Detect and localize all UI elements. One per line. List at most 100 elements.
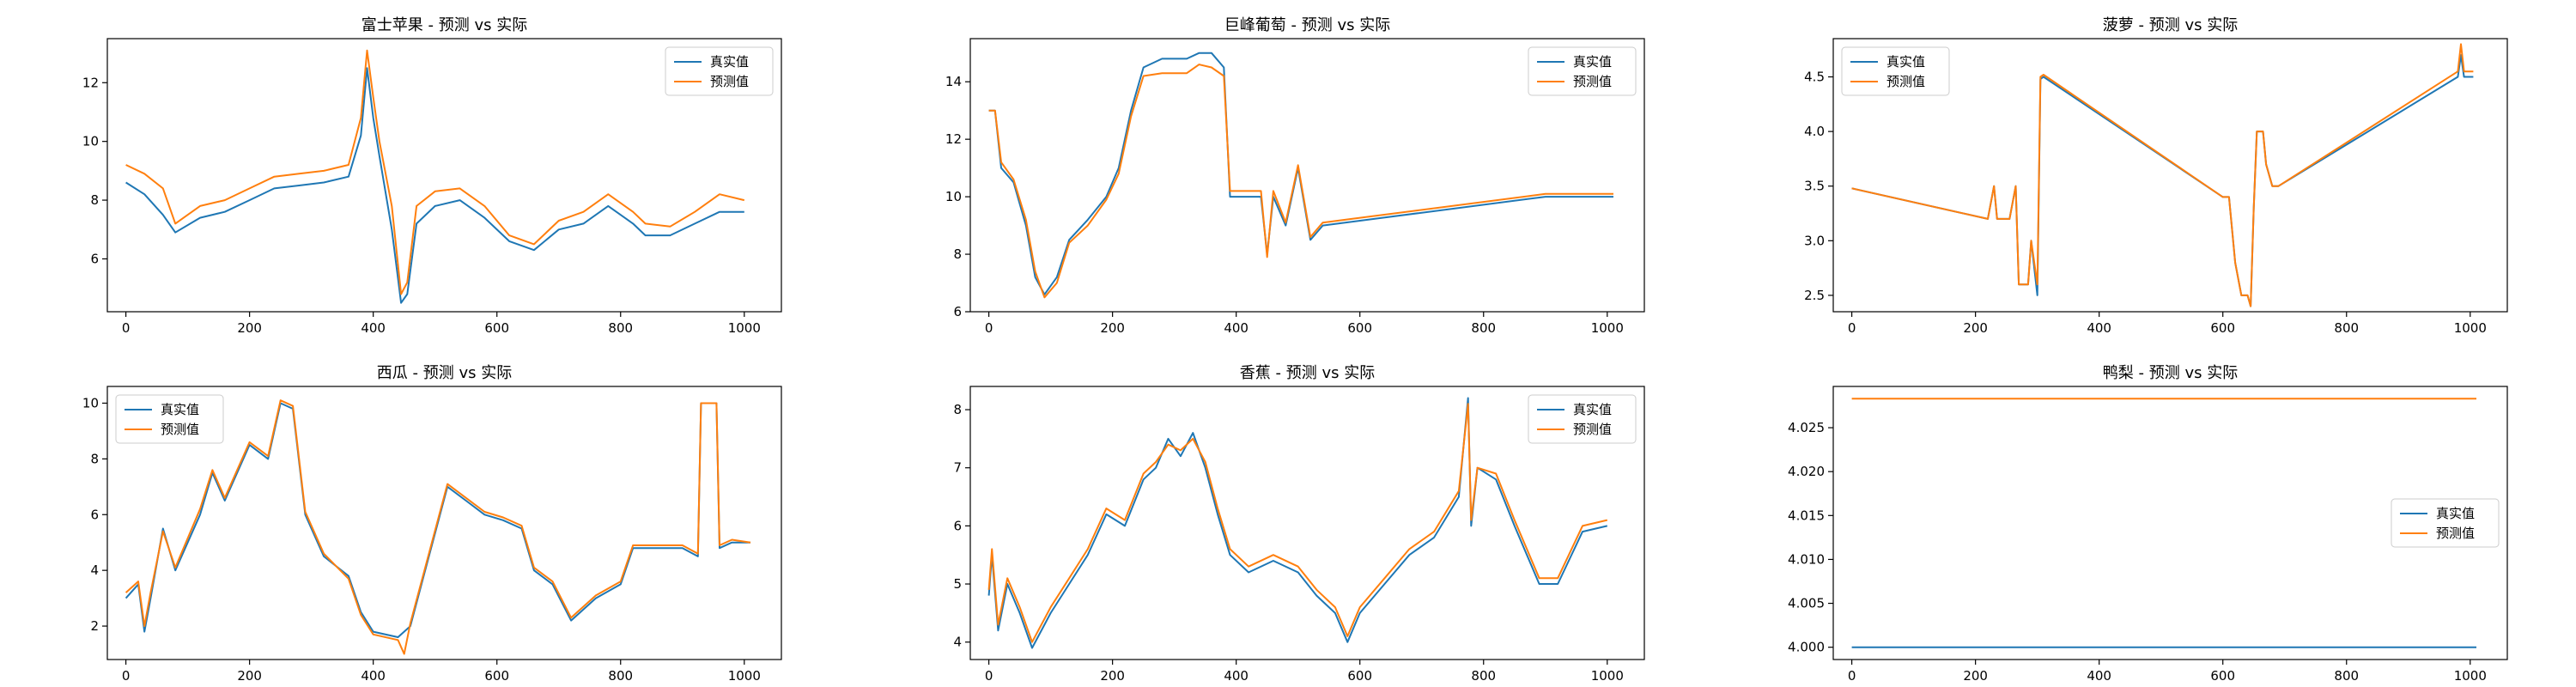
y-tick-label: 6	[953, 518, 962, 533]
x-tick-label: 200	[1100, 320, 1125, 336]
x-tick-label: 600	[484, 668, 509, 684]
chart-title: 西瓜 - 预测 vs 实际	[377, 364, 512, 382]
y-tick-label: 8	[953, 246, 962, 262]
x-tick-label: 0	[1848, 668, 1856, 684]
x-tick-label: 600	[1347, 668, 1372, 684]
legend-label: 真实值	[1573, 402, 1612, 417]
y-tick-label: 2	[90, 618, 99, 634]
x-tick-label: 800	[608, 320, 633, 336]
y-tick-label: 8	[90, 192, 99, 208]
y-tick-label: 8	[90, 451, 99, 466]
legend-label: 真实值	[1573, 54, 1612, 70]
x-tick-label: 600	[1347, 320, 1372, 336]
plot-frame	[1832, 38, 2508, 313]
x-tick-label: 1000	[2454, 320, 2487, 336]
legend-label: 预测值	[710, 74, 749, 89]
x-tick-label: 400	[361, 668, 386, 684]
chart-panel-5: 香蕉 - 预测 vs 实际 0 200 400 600 800 1000 4 5 6 7 8 真实值预测…	[953, 364, 1645, 684]
series-line-predicted	[125, 49, 745, 295]
x-tick-label: 0	[985, 668, 993, 684]
x-tick-label: 0	[1848, 320, 1856, 336]
y-tick-label: 10	[82, 395, 99, 410]
y-tick-label: 12	[945, 131, 962, 147]
x-tick-label: 0	[122, 320, 131, 336]
chart-title: 鸭梨 - 预测 vs 实际	[2103, 364, 2238, 382]
series-line-actual	[125, 67, 744, 304]
x-tick-label: 200	[237, 320, 262, 336]
chart-title: 富士苹果 - 预测 vs 实际	[361, 16, 527, 34]
x-tick-label: 800	[1471, 320, 1496, 336]
chart-panel-2: 巨峰葡萄 - 预测 vs 实际 0 200 400 600 800 1000 6 8 10 12 14…	[945, 16, 1645, 336]
x-tick-label: 800	[2334, 320, 2359, 336]
legend-box	[115, 394, 224, 444]
legend-label: 预测值	[1573, 422, 1612, 437]
x-tick-label: 1000	[728, 320, 761, 336]
y-tick-label: 4	[953, 635, 962, 650]
series-line-actual	[987, 397, 1608, 649]
plot-frame	[969, 386, 1645, 660]
chart-panel-1: 富士苹果 - 预测 vs 实际 0 200 400 600 800 1000 6 8 10 12 真实…	[82, 16, 782, 336]
x-tick-label: 400	[361, 320, 386, 336]
x-tick-label: 200	[1963, 668, 1988, 684]
y-tick-label: 6	[90, 251, 99, 266]
y-tick-label: 4.000	[1788, 640, 1825, 655]
x-tick-label: 600	[484, 320, 509, 336]
y-tick-label: 3.5	[1804, 179, 1825, 194]
y-tick-label: 5	[953, 576, 962, 592]
y-tick-label: 8	[953, 402, 962, 417]
y-tick-label: 4	[90, 562, 99, 578]
x-tick-label: 1000	[2454, 668, 2487, 684]
chart-panel-3: 菠萝 - 预测 vs 实际 0 200 400 600 800 1000 2.5 3.0 3.5 4…	[1804, 16, 2508, 336]
x-tick-label: 800	[2334, 668, 2359, 684]
x-tick-label: 400	[1224, 668, 1249, 684]
plot-frame	[106, 386, 782, 660]
series-line-predicted	[987, 403, 1608, 643]
plot-frame	[1832, 386, 2508, 660]
legend-label: 真实值	[161, 402, 199, 417]
legend-label: 真实值	[710, 54, 749, 70]
chart-title: 菠萝 - 预测 vs 实际	[2103, 16, 2238, 34]
y-tick-label: 2.5	[1804, 288, 1825, 303]
y-tick-label: 4.0	[1804, 124, 1825, 139]
y-tick-label: 14	[945, 74, 962, 89]
y-tick-label: 4.025	[1788, 420, 1825, 435]
y-tick-label: 6	[953, 304, 962, 319]
legend-label: 真实值	[1886, 54, 1925, 70]
legend-box	[2391, 498, 2500, 548]
x-tick-label: 200	[1963, 320, 1988, 336]
x-tick-label: 600	[2210, 320, 2235, 336]
y-tick-label: 3.0	[1804, 233, 1825, 248]
chart-panel-4: 西瓜 - 预测 vs 实际 0 200 400 600 800 1000 2 4 6 8 10 真实值预…	[82, 364, 782, 684]
legend-label: 真实值	[2436, 506, 2475, 521]
y-tick-label: 10	[945, 189, 962, 204]
x-tick-label: 600	[2210, 668, 2235, 684]
series-line-actual	[988, 52, 1613, 295]
y-tick-label: 10	[82, 134, 99, 149]
series-line-predicted	[1851, 43, 2474, 307]
x-tick-label: 0	[122, 668, 131, 684]
legend-label: 预测值	[1886, 74, 1925, 89]
x-tick-label: 200	[237, 668, 262, 684]
x-tick-label: 1000	[728, 668, 761, 684]
x-tick-label: 800	[608, 668, 633, 684]
legend-label: 预测值	[2436, 526, 2475, 541]
legend-box	[1528, 46, 1637, 96]
y-tick-label: 4.5	[1804, 70, 1825, 85]
x-tick-label: 200	[1100, 668, 1125, 684]
legend-box	[1841, 46, 1950, 96]
x-tick-label: 1000	[1591, 668, 1624, 684]
x-tick-label: 800	[1471, 668, 1496, 684]
x-tick-label: 400	[2087, 320, 2111, 336]
y-tick-label: 6	[90, 507, 99, 522]
y-tick-label: 4.020	[1788, 464, 1825, 479]
plot-frame	[969, 38, 1645, 313]
y-tick-label: 4.005	[1788, 596, 1825, 611]
chart-title: 巨峰葡萄 - 预测 vs 实际	[1224, 16, 1390, 34]
